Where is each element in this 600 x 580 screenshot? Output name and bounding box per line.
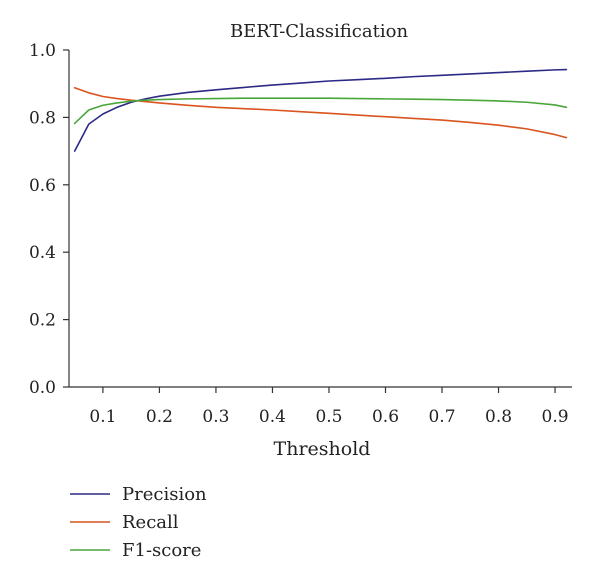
x-tick-label: 0.3	[202, 407, 229, 427]
y-tick-label: 0.8	[29, 108, 56, 128]
series-line-f1-score	[73, 97, 568, 125]
legend-label-recall: Recall	[122, 512, 179, 533]
x-tick-label: 0.1	[89, 407, 116, 427]
x-axis-label: Threshold	[274, 438, 371, 460]
legend-label-f1-score: F1-score	[122, 540, 201, 561]
series-line-recall	[73, 86, 568, 139]
y-tick-label: 1.0	[29, 41, 56, 61]
y-tick-label: 0.0	[29, 378, 56, 398]
series-layer	[73, 68, 568, 152]
y-ticks: 0.0 0.2 0.4 0.6 0.8 1.0	[29, 41, 69, 398]
x-tick-label: 0.8	[485, 407, 512, 427]
y-tick-label: 0.2	[29, 311, 56, 331]
y-tick-label: 0.6	[29, 176, 56, 196]
x-tick-label: 0.9	[542, 407, 569, 427]
legend-label-precision: Precision	[122, 484, 207, 505]
x-ticks: 0.1 0.2 0.3 0.4 0.5 0.6 0.7 0.8 0.9	[89, 387, 569, 427]
x-tick-label: 0.2	[146, 407, 173, 427]
series-line-precision	[73, 68, 568, 152]
legend: Precision Recall F1-score	[70, 484, 207, 561]
x-tick-label: 0.7	[428, 407, 455, 427]
x-tick-label: 0.5	[315, 407, 342, 427]
chart-title: BERT-Classification	[230, 21, 409, 42]
x-tick-label: 0.6	[372, 407, 399, 427]
x-tick-label: 0.4	[259, 407, 286, 427]
axes	[68, 50, 572, 388]
y-tick-label: 0.4	[29, 243, 56, 263]
